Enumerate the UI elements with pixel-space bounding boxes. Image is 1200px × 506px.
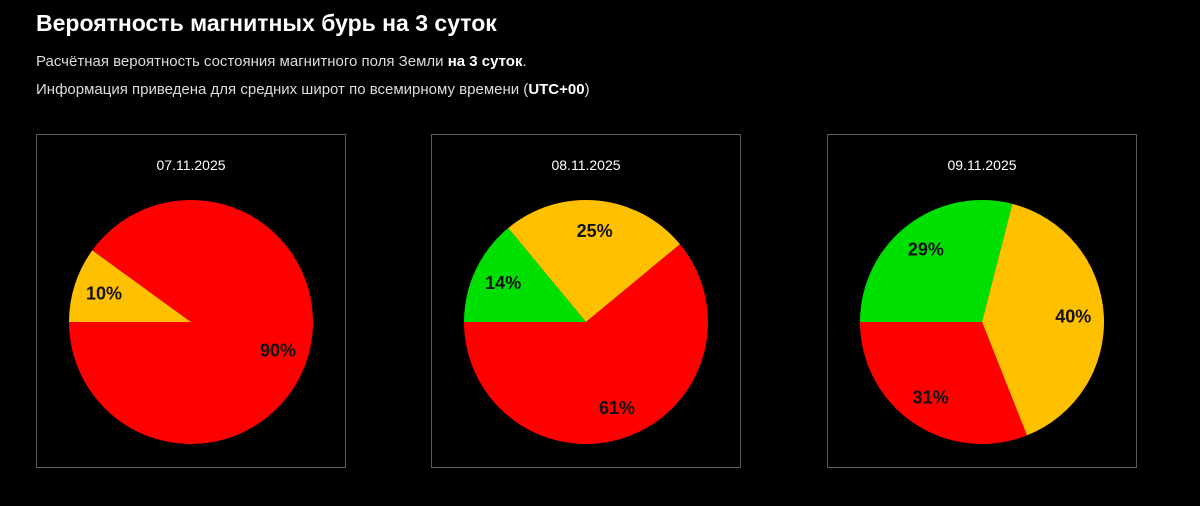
pie-slice-0 [860,199,1013,322]
pie-slice-1 [508,199,680,322]
page-title: Вероятность магнитных бурь на 3 суток [36,10,497,36]
pie-slice-0 [464,228,586,322]
pie-slice-label: 14% [485,273,521,293]
forecast-card-day-2: 08.11.2025 14% 25% 61% [431,134,741,468]
pie-slice-0 [69,250,191,322]
card-date: 07.11.2025 [156,157,226,173]
description-timezone: UTC+00 [528,81,585,98]
pie-slice-label: 40% [1055,306,1091,326]
forecast-card-day-3: 09.11.2025 29% 40% 31% [827,134,1137,468]
pie-slice-label: 61% [599,398,635,418]
description-punct: . [522,53,527,70]
pie-slice-label: 29% [908,240,944,260]
description-line-1: Расчётная вероятность состояния магнитно… [36,52,527,72]
description-line-2: Информация приведена для средних широт п… [36,80,590,100]
card-date: 09.11.2025 [947,157,1017,173]
pie-slice-label: 25% [577,221,613,241]
card-date: 08.11.2025 [551,157,621,173]
description-text: Расчётная вероятность состояния магнитно… [36,53,448,70]
description-period: на 3 суток [447,53,523,70]
pie-chart: 29% 40% 31% [860,199,1104,444]
pie-slice-1 [982,203,1104,436]
pie-chart: 14% 25% 61% [464,199,708,444]
pie-slice-2 [464,244,708,444]
forecast-card-day-1: 07.11.2025 10% 90% [36,134,346,468]
pie-chart: 10% 90% [69,199,313,444]
description-punct: ) [584,81,590,98]
description-text: Информация приведена для средних широт п… [36,81,529,98]
pie-slice-label: 31% [913,388,949,408]
pie-slice-label: 90% [260,340,296,360]
pie-slice-1 [69,199,313,444]
pie-slice-2 [860,322,1027,444]
pie-slice-label: 10% [86,284,122,304]
